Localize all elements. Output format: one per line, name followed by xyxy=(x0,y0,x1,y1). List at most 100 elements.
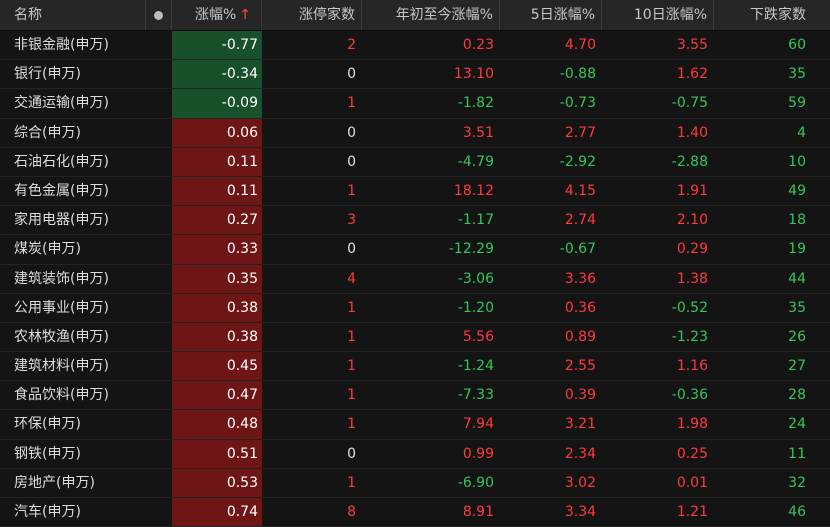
sector-name: 环保(申万) xyxy=(14,416,81,433)
change-cell: 0.11 xyxy=(172,176,262,206)
change-cell: 0.38 xyxy=(172,293,262,322)
change-5d-cell: 0.36 xyxy=(564,299,596,316)
change-10d-cell: 0.29 xyxy=(676,241,708,258)
limit-up-cell: 2 xyxy=(347,37,356,53)
sector-name: 石油石化(申万) xyxy=(14,153,109,170)
sector-name: 房地产(申万) xyxy=(14,474,95,491)
change-5d-cell: 2.55 xyxy=(564,358,596,375)
change-10d-cell: 0.25 xyxy=(676,445,708,462)
change-cell: 0.53 xyxy=(172,468,262,497)
change-cell: 0.48 xyxy=(172,410,262,439)
change-10d-cell: -0.75 xyxy=(671,95,708,112)
ytd-cell: -3.06 xyxy=(457,270,494,287)
table-row[interactable]: 建筑材料(申万) 0.45 1 -1.24 2.55 1.16 27 xyxy=(0,352,830,382)
table-row[interactable]: 家用电器(申万) 0.27 3 -1.17 2.74 2.10 18 xyxy=(0,206,830,236)
sort-arrow-up-icon: ↑ xyxy=(239,7,251,23)
table-row[interactable]: 食品饮料(申万) 0.47 1 -7.33 0.39 -0.36 28 xyxy=(0,381,830,411)
table-row[interactable]: 钢铁(申万) 0.51 0 0.99 2.34 0.25 11 xyxy=(0,439,830,469)
row-dot-cell xyxy=(146,352,172,380)
row-dot-cell xyxy=(146,60,172,88)
change-5d-cell: -0.73 xyxy=(559,95,596,112)
limit-up-cell: 0 xyxy=(347,241,356,258)
row-dot-cell xyxy=(146,498,172,526)
ytd-cell: 0.23 xyxy=(462,37,494,53)
table-row[interactable]: 交通运输(申万) -0.09 1 -1.82 -0.73 -0.75 59 xyxy=(0,89,830,119)
down-count-cell: 27 xyxy=(788,358,806,375)
row-dot-cell xyxy=(146,410,172,438)
ytd-cell: 5.56 xyxy=(462,328,494,345)
ytd-cell: -4.79 xyxy=(457,153,494,170)
change-5d-cell: 0.39 xyxy=(564,387,596,404)
table-row[interactable]: 房地产(申万) 0.53 1 -6.90 3.02 0.01 32 xyxy=(0,468,830,498)
change-10d-cell: 1.21 xyxy=(676,504,708,520)
change-cell: 0.74 xyxy=(172,498,262,527)
limit-up-cell: 4 xyxy=(347,270,356,287)
table-row[interactable]: 环保(申万) 0.48 1 7.94 3.21 1.98 24 xyxy=(0,410,830,440)
row-dot-cell xyxy=(146,469,172,497)
row-dot-cell xyxy=(146,177,172,205)
sector-name: 银行(申万) xyxy=(14,66,81,83)
column-header-ytd[interactable]: 年初至今涨幅% xyxy=(362,0,500,30)
table-row[interactable]: 综合(申万) 0.06 0 3.51 2.77 1.40 4 xyxy=(0,118,830,148)
down-count-cell: 24 xyxy=(788,416,806,433)
change-10d-cell: 1.38 xyxy=(676,270,708,287)
change-5d-cell: 0.89 xyxy=(564,328,596,345)
change-10d-cell: -0.52 xyxy=(671,299,708,316)
down-count-cell: 10 xyxy=(788,153,806,170)
limit-up-cell: 1 xyxy=(347,474,356,491)
down-count-cell: 60 xyxy=(788,37,806,53)
table-row[interactable]: 汽车(申万) 0.74 8 8.91 3.34 1.21 46 xyxy=(0,498,830,527)
change-5d-cell: 3.34 xyxy=(564,504,596,520)
change-cell: 0.38 xyxy=(172,322,262,352)
ytd-cell: 7.94 xyxy=(462,416,494,433)
limit-up-cell: 1 xyxy=(347,182,356,199)
column-header-10d[interactable]: 10日涨幅% xyxy=(602,0,714,30)
change-cell: 0.45 xyxy=(172,352,262,381)
row-dot-cell xyxy=(146,119,172,147)
table-row[interactable]: 煤炭(申万) 0.33 0 -12.29 -0.67 0.29 19 xyxy=(0,235,830,265)
down-count-cell: 49 xyxy=(788,182,806,199)
table-row[interactable]: 公用事业(申万) 0.38 1 -1.20 0.36 -0.52 35 xyxy=(0,293,830,323)
change-cell: 0.51 xyxy=(172,439,262,468)
change-cell: -0.09 xyxy=(172,89,262,118)
table-row[interactable]: 非银金融(申万) -0.77 2 0.23 4.70 3.55 60 xyxy=(0,31,830,61)
down-count-cell: 35 xyxy=(788,66,806,83)
table-row[interactable]: 银行(申万) -0.34 0 13.10 -0.88 1.62 35 xyxy=(0,60,830,90)
change-5d-cell: -0.88 xyxy=(559,66,596,83)
sector-name: 公用事业(申万) xyxy=(14,299,109,316)
change-5d-cell: 4.15 xyxy=(564,182,596,199)
table-row[interactable]: 农林牧渔(申万) 0.38 1 5.56 0.89 -1.23 26 xyxy=(0,322,830,353)
change-cell: -0.77 xyxy=(172,31,262,60)
table-row[interactable]: 石油石化(申万) 0.11 0 -4.79 -2.92 -2.88 10 xyxy=(0,147,830,177)
column-toggle-dot[interactable] xyxy=(146,0,172,30)
row-dot-cell xyxy=(146,265,172,293)
sector-name: 汽车(申万) xyxy=(14,504,81,520)
change-cell: 0.33 xyxy=(172,235,262,264)
row-dot-cell xyxy=(146,148,172,176)
change-cell: -0.34 xyxy=(172,60,262,89)
column-header-limit-up[interactable]: 涨停家数 xyxy=(262,0,362,30)
limit-up-cell: 0 xyxy=(347,124,356,141)
row-dot-cell xyxy=(146,89,172,117)
down-count-cell: 44 xyxy=(788,270,806,287)
column-header-down-count[interactable]: 下跌家数 xyxy=(750,7,806,23)
change-5d-cell: 2.74 xyxy=(564,212,596,229)
sector-name: 农林牧渔(申万) xyxy=(14,328,109,345)
row-dot-cell xyxy=(146,235,172,263)
ytd-cell: -1.20 xyxy=(457,299,494,316)
change-10d-cell: 1.62 xyxy=(676,66,708,83)
column-header-5d[interactable]: 5日涨幅% xyxy=(500,0,602,30)
table-row[interactable]: 有色金属(申万) 0.11 1 18.12 4.15 1.91 49 xyxy=(0,176,830,207)
change-5d-cell: 4.70 xyxy=(564,37,596,53)
limit-up-cell: 0 xyxy=(347,445,356,462)
change-10d-cell: -0.36 xyxy=(671,387,708,404)
column-header-change[interactable]: 涨幅% ↑ xyxy=(172,0,262,30)
table-row[interactable]: 建筑装饰(申万) 0.35 4 -3.06 3.36 1.38 44 xyxy=(0,264,830,294)
change-5d-cell: 3.21 xyxy=(564,416,596,433)
column-header-name[interactable]: 名称 xyxy=(0,0,146,30)
ytd-cell: -1.17 xyxy=(457,212,494,229)
sector-name: 交通运输(申万) xyxy=(14,95,109,112)
change-cell: 0.35 xyxy=(172,264,262,293)
limit-up-cell: 1 xyxy=(347,416,356,433)
ytd-cell: -12.29 xyxy=(448,241,494,258)
